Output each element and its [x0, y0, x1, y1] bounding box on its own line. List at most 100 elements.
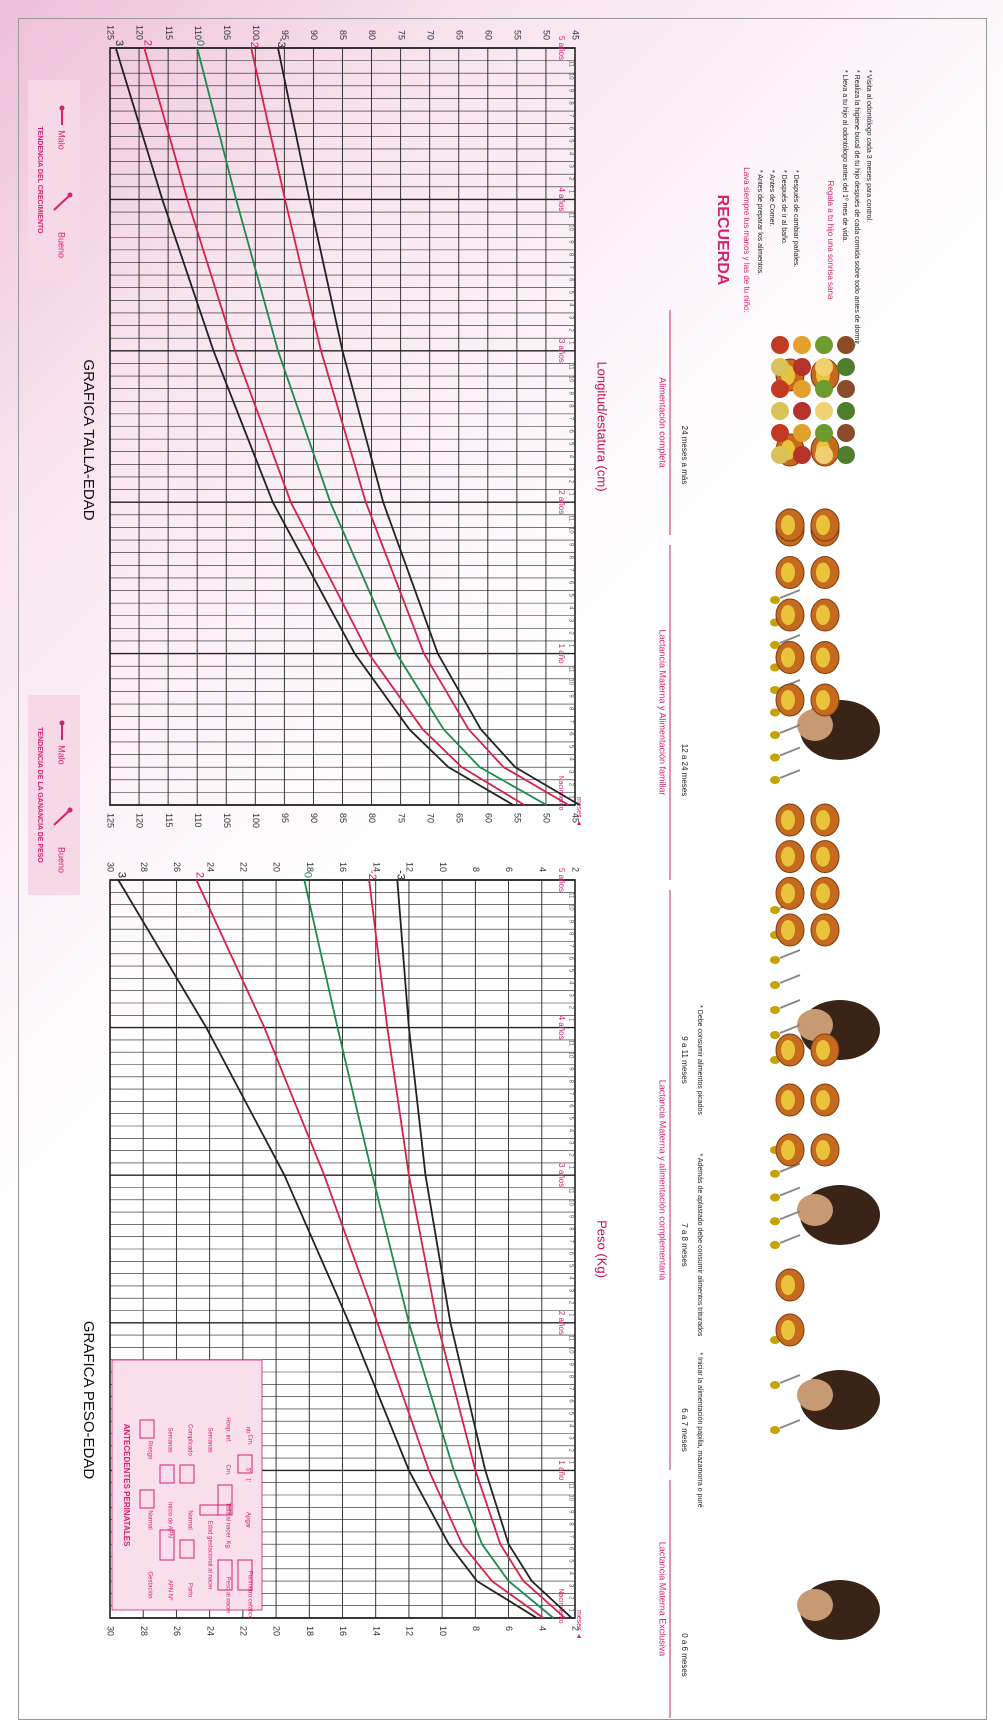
food-item-icon	[837, 358, 855, 376]
spoon-icon	[779, 949, 801, 959]
peso-month-number: 11	[567, 1187, 573, 1194]
peso-trend-box-good-label: Bueno	[57, 847, 67, 873]
feeding-stage-age: 6 a 7 meses	[680, 1408, 689, 1452]
peso-year-label: 5 años	[557, 868, 566, 892]
bowl-food-icon	[816, 562, 830, 583]
feeding-stage-age: 7 a 8 meses	[680, 1223, 689, 1267]
peso-tick-label-bottom: 22	[238, 1626, 248, 1636]
peso-tick-label-bottom: 18	[305, 1626, 315, 1636]
talla-tick-label-bottom: 75	[396, 813, 406, 823]
peso-series-line	[396, 879, 573, 1619]
peso-tick-label-bottom: 30	[106, 1626, 116, 1636]
talla-month-number: 1	[567, 341, 573, 345]
bowl-food-icon	[816, 690, 830, 710]
talla-trend-box-good-label: Bueno	[57, 232, 67, 258]
antecedentes-input-box	[199, 1504, 231, 1516]
talla-series-line	[250, 47, 570, 806]
talla-month-number: 11	[567, 212, 573, 219]
talla-series-line	[143, 47, 525, 806]
peso-month-number: 5	[567, 1559, 573, 1563]
recuerda-hands-item: * Antes de preparar los alimentos.	[756, 170, 763, 275]
talla-month-number: 1	[567, 190, 573, 194]
peso-tick-label-bottom: 4	[537, 1626, 547, 1631]
baby-face-icon	[797, 709, 833, 741]
talla-tick-label-bottom: 110	[193, 813, 203, 827]
food-item-icon	[837, 336, 855, 354]
spoon-food-icon	[770, 641, 780, 649]
talla-tick-label-top: 100	[251, 25, 261, 40]
peso-month-number: 7	[567, 944, 573, 948]
food-item-icon	[771, 358, 789, 376]
talla-tick-label-top: 65	[454, 30, 464, 40]
peso-month-number: 4	[567, 1276, 573, 1280]
antecedentes-field-label: APN Nº	[166, 1580, 173, 1601]
peso-tick-label-bottom: 16	[338, 1626, 348, 1636]
peso-month-number: 5	[567, 1412, 573, 1416]
talla-year-label: 4 años	[557, 187, 566, 211]
spoon-icon	[779, 589, 801, 599]
feeding-section: Lactancia Materna Exclusiva Lactancia Mat…	[658, 310, 880, 1718]
peso-tick-label-top: 20	[272, 862, 282, 872]
talla-month-number: 8	[567, 404, 573, 408]
talla-month-number: 1	[567, 795, 573, 799]
recuerda-smile-item: * Visita al odontólogo cada 3 meses para…	[865, 70, 872, 222]
spoon-icon	[779, 974, 801, 984]
talla-tick-label-bottom: 95	[280, 813, 290, 823]
peso-month-number: 2	[567, 1153, 573, 1157]
peso-month-number: 1	[567, 1609, 573, 1613]
feeding-header-label: Lactancia Materna y alimentación complem…	[658, 1080, 668, 1281]
peso-month-number: 6	[567, 957, 573, 961]
talla-series-label: 0	[194, 40, 206, 46]
peso-month-number: 6	[567, 1252, 573, 1256]
peso-series-line	[303, 879, 554, 1619]
talla-tick-label-bottom: 55	[513, 813, 523, 823]
food-item-icon	[793, 358, 811, 376]
peso-month-number: 3	[567, 1584, 573, 1588]
spoon-icon	[779, 1162, 801, 1173]
antecedentes-field-label: Gestación	[146, 1571, 152, 1598]
bowl-food-icon	[781, 562, 795, 583]
feeding-header-label: Lactancia Materna y Alimentación familia…	[658, 629, 668, 795]
food-item-icon	[837, 424, 855, 442]
talla-plot-border	[109, 47, 576, 806]
antecedentes-input-box	[237, 1454, 253, 1474]
peso-month-number: 9	[567, 1215, 573, 1219]
antecedentes-field-label: Apgar	[244, 1512, 250, 1528]
peso-tick-label-top: 24	[205, 862, 215, 872]
peso-month-number: 7	[567, 1387, 573, 1391]
peso-month-number: 1	[567, 1018, 573, 1022]
feeding-stage-age: 9 a 11 meses	[680, 1036, 689, 1083]
talla-tick-label-bottom: 105	[222, 813, 232, 828]
talla-month-number: 2	[567, 480, 573, 484]
peso-month-number: 2	[567, 1449, 573, 1453]
talla-tick-label-top: 50	[542, 30, 552, 40]
talla-month-number: 7	[567, 114, 573, 118]
bowl-food-icon	[781, 846, 795, 867]
food-item-icon	[815, 424, 833, 442]
antecedentes-field-label: Peso al nacer	[224, 1577, 230, 1614]
peso-tick-label-top: 2	[571, 867, 581, 872]
peso-month-number: 5	[567, 1117, 573, 1121]
spoon-food-icon	[770, 776, 780, 784]
page-frame	[18, 18, 987, 1720]
talla-month-number: 11	[567, 515, 573, 522]
antecedentes-field-label: Semanas	[166, 1427, 172, 1452]
talla-tick-label-bottom: 125	[106, 813, 116, 828]
talla-month-number: 5	[567, 291, 573, 295]
bowl-food-icon	[816, 647, 830, 668]
talla-tick-label-bottom: 115	[164, 813, 174, 827]
talla-trend-box-bad-arrow-dot	[59, 105, 65, 111]
talla-trend-box-bad-label: Malo	[57, 130, 67, 150]
talla-tick-label-top: 55	[513, 30, 523, 40]
talla-tick-label-top: 60	[483, 30, 493, 40]
spoon-food-icon	[770, 1241, 780, 1249]
talla-tick-label-top: 125	[106, 25, 116, 40]
antecedentes-input-box	[139, 1489, 155, 1509]
peso-month-number: 2	[567, 1006, 573, 1010]
antecedentes-field-label: 1'	[244, 1478, 250, 1482]
peso-month-number: 8	[567, 1375, 573, 1379]
talla-month-number: 6	[567, 581, 573, 585]
talla-tick-label-top: 45	[571, 30, 581, 40]
peso-month-number: 10	[567, 1347, 573, 1354]
